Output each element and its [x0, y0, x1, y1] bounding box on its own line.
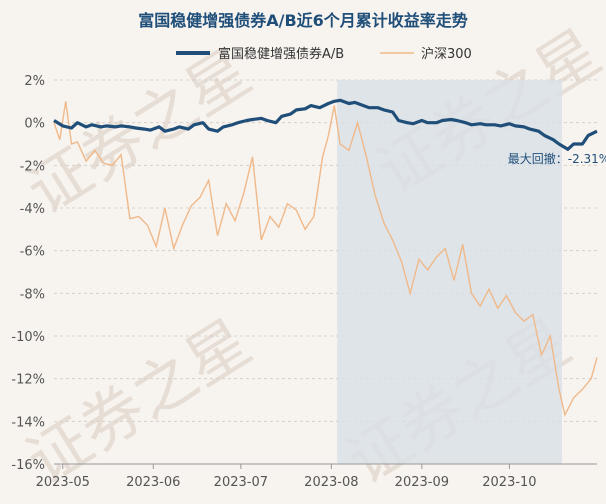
y-tick-label: -2% [20, 159, 45, 174]
legend-label-fund: 富国稳健增强债券A/B [218, 46, 344, 62]
y-tick-label: -4% [20, 202, 45, 217]
drawdown-region [337, 80, 562, 464]
x-tick-label: 2023-08 [304, 475, 358, 490]
y-tick-label: -6% [20, 245, 45, 260]
watermark-text: 证券之星 [14, 305, 263, 498]
y-tick-label: -8% [20, 287, 45, 302]
x-axis-ticks: 2023-05 2023-06 2023-07 2023-08 2023-09 2023-… [36, 464, 537, 490]
y-tick-label: -14% [11, 415, 45, 430]
y-tick-label: -16% [11, 458, 45, 473]
x-tick-label: 2023-06 [126, 475, 180, 490]
max-drawdown-label: 最大回撤：-2.31% [508, 151, 606, 166]
x-tick-label: 2023-09 [395, 475, 449, 490]
x-tick-label: 2023-05 [36, 475, 90, 490]
x-tick-label: 2023-07 [214, 475, 268, 490]
y-axis-ticks: 2% 0% -2% -4% -6% -8% -10% -12% -14% -16% [11, 74, 45, 473]
legend-label-hs300: 沪深300 [421, 46, 472, 62]
y-tick-label: -12% [11, 373, 45, 388]
series-line-fund [53, 98, 598, 151]
legend: 富国稳健增强债券A/B 沪深300 [176, 46, 472, 62]
series-line-hs300 [53, 101, 598, 417]
y-tick-label: 0% [24, 117, 45, 132]
watermark-text: 证券之星 [14, 35, 263, 228]
chart-title: 富国稳健增强债券A/B近6个月累计收益率走势 [138, 11, 468, 30]
y-tick-label: -10% [11, 330, 45, 345]
y-tick-label: 2% [24, 74, 45, 89]
x-tick-label: 2023-10 [482, 475, 536, 490]
